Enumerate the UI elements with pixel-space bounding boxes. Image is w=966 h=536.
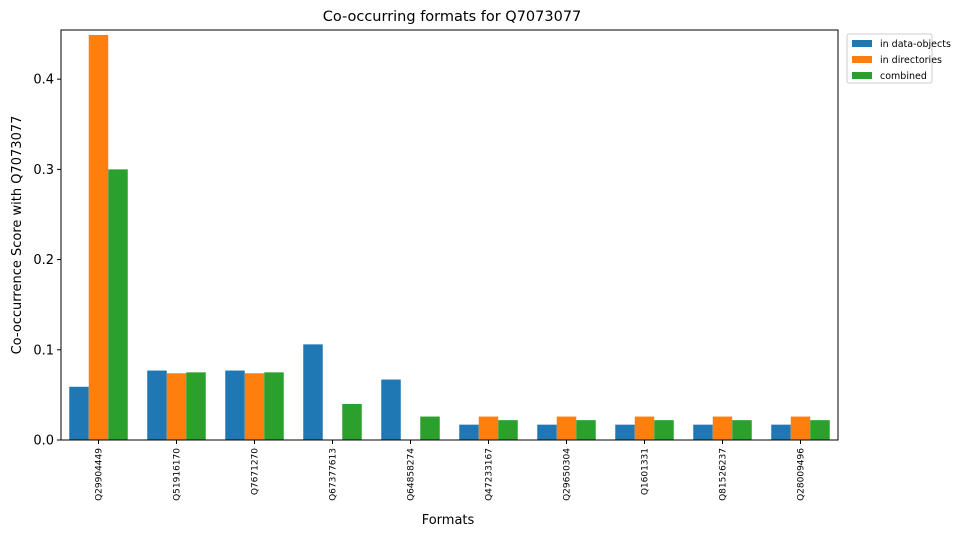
bar-in-data-objects-Q67377613 [303, 344, 323, 440]
x-axis-title: Formats [422, 513, 475, 528]
x-tick-label: Q64858274 [407, 448, 417, 501]
legend-swatch [852, 56, 872, 63]
bar-combined-Q64858274 [420, 416, 440, 440]
bar-in-directories-Q28009496 [790, 416, 811, 440]
bar-combined-Q7671270 [264, 372, 284, 440]
legend-label: in data-objects [880, 39, 951, 50]
chart-title: Co-occurring formats for Q7073077 [323, 9, 582, 25]
bar-in-data-objects-Q51916170 [147, 370, 167, 440]
bar-in-data-objects-Q7671270 [225, 370, 245, 440]
bar-in-data-objects-Q1601331 [615, 424, 635, 440]
x-tick-label: Q29650304 [563, 448, 573, 501]
y-tick-label: 0.1 [33, 343, 54, 358]
bar-in-data-objects-Q28009496 [771, 424, 791, 440]
legend-label: in directories [880, 55, 942, 66]
x-tick-label: Q28009496 [797, 448, 807, 501]
plot-frame [60, 29, 839, 441]
x-tick-label: Q7671270 [251, 448, 261, 495]
legend-swatch [852, 40, 872, 47]
bar-in-data-objects-Q29904449 [69, 386, 89, 440]
x-tick-label: Q47233167 [485, 448, 495, 501]
x-axis: Q29904449 Q51916170 Q7671270 Q67377613 Q6485… [95, 440, 807, 501]
bar-in-directories-Q81526237 [712, 416, 733, 440]
bar-in-directories-Q51916170 [166, 373, 187, 440]
y-tick-label: 0.0 [33, 434, 54, 449]
x-tick-label: Q51916170 [173, 448, 183, 501]
bar-in-directories-Q47233167 [478, 416, 499, 440]
y-tick-label: 0.3 [33, 163, 54, 178]
legend-swatch [852, 72, 872, 79]
bar-in-data-objects-Q47233167 [459, 424, 479, 440]
bar-combined-Q67377613 [342, 403, 362, 440]
bar-combined-Q28009496 [810, 420, 830, 440]
bar-combined-Q1601331 [654, 420, 674, 440]
bar-in-data-objects-Q81526237 [693, 424, 713, 440]
bar-combined-Q29650304 [576, 420, 596, 440]
x-tick-label: Q1601331 [641, 448, 651, 495]
y-axis: 0.0 0.1 0.2 0.3 0.4 [33, 73, 61, 449]
bars-group [69, 34, 830, 441]
bar-in-directories-Q1601331 [634, 416, 655, 440]
x-tick-label: Q29904449 [95, 448, 105, 501]
x-tick-label: Q67377613 [329, 448, 339, 501]
bar-in-data-objects-Q64858274 [381, 379, 401, 440]
bar-in-directories-Q29904449 [88, 34, 109, 441]
bar-combined-Q47233167 [498, 420, 518, 440]
y-axis-title: Co-occurrence Score with Q7073077 [10, 116, 25, 355]
bar-in-directories-Q7671270 [244, 373, 265, 440]
y-tick-label: 0.4 [33, 73, 54, 88]
x-tick-label: Q81526237 [719, 448, 729, 501]
bar-combined-Q81526237 [732, 420, 752, 440]
bar-combined-Q29904449 [108, 169, 128, 440]
y-tick-label: 0.2 [33, 253, 54, 268]
bar-in-data-objects-Q29650304 [537, 424, 557, 440]
legend-label: combined [880, 71, 927, 82]
bar-in-directories-Q29650304 [556, 416, 577, 440]
legend: in data-objects in directories combined [846, 33, 951, 84]
bar-combined-Q51916170 [186, 372, 206, 440]
